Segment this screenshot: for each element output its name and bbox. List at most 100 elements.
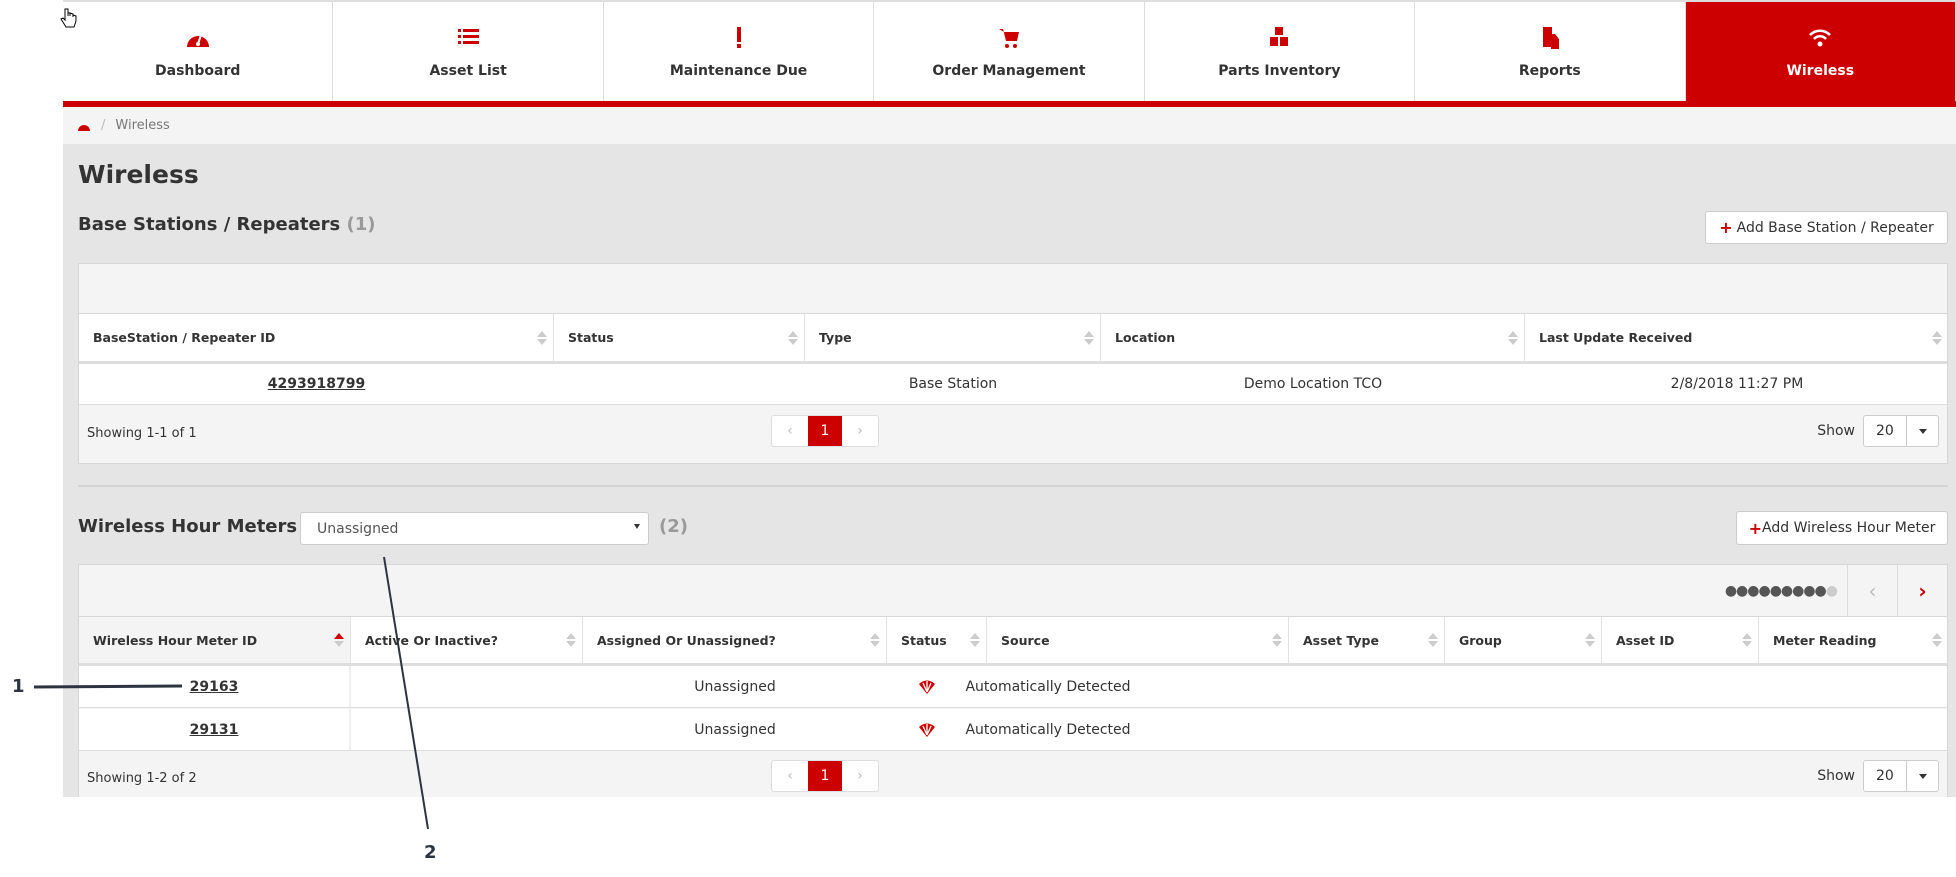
sort-icon[interactable] [970,633,980,647]
table-header: Wireless Hour Meter ID Active Or Inactive… [79,616,1949,666]
tab-reports[interactable]: Reports [1415,2,1686,101]
column-header[interactable]: Location [1101,314,1525,361]
table-cell [1759,666,1949,707]
table-cell [351,709,583,750]
dropdown-caret-icon [634,524,640,529]
table-cell [1602,709,1759,750]
prev-page-button[interactable]: ‹ [787,768,793,784]
next-page-button[interactable]: › [857,768,863,784]
column-page-dots-icon: ●●●●●●●●●● [1724,582,1838,599]
table-cell [1602,666,1759,707]
sort-icon[interactable] [1742,633,1752,647]
cell-value: Unassigned [694,721,776,738]
scroll-right-button[interactable]: › [1897,565,1947,616]
table-row: 29163 Unassigned Automatically Detected [79,666,1947,708]
table-cell: 2/8/2018 11:27 PM [1525,364,1949,404]
sort-icon[interactable] [1272,633,1282,647]
page-size-select[interactable]: 20 [1863,760,1939,792]
page-title: Wireless [78,160,199,189]
column-header[interactable]: Meter Reading [1759,617,1949,663]
caret-down-icon [1906,761,1938,791]
page-size-value: 20 [1876,768,1894,784]
cubes-icon [1270,26,1289,46]
assignment-filter-select[interactable]: Unassigned [300,512,649,545]
cell-value: Automatically Detected [965,678,1131,695]
column-header[interactable]: Active Or Inactive? [351,617,583,663]
tab-order-management[interactable]: Order Management [874,2,1145,101]
cell-value: Demo Location TCO [1243,376,1383,392]
column-header[interactable]: Source [987,617,1289,663]
pagination: ‹ 1 › [771,415,879,447]
plus-icon: + [1748,518,1763,538]
page-button[interactable]: 1 [808,761,842,791]
tab-dashboard[interactable]: Dashboard [63,2,334,101]
tab-maintenance-due[interactable]: Maintenance Due [603,2,875,101]
table-cell[interactable]: 29131 [79,709,351,750]
id-link[interactable]: 4293918799 [267,376,366,392]
caret-down-icon [1906,416,1938,446]
cell-value: 2/8/2018 11:27 PM [1670,376,1804,392]
column-header[interactable]: Status [887,617,987,663]
sort-icon[interactable] [1932,633,1942,647]
home-dashboard-icon[interactable] [77,120,91,132]
sort-icon[interactable] [334,633,344,647]
scroll-left-button[interactable]: ‹ [1847,565,1897,616]
button-label: Add Wireless Hour Meter [1762,520,1936,536]
column-header[interactable]: Asset ID [1602,617,1759,663]
tab-parts-inventory[interactable]: Parts Inventory [1144,2,1416,101]
document-icon [1542,26,1559,49]
annotation-label-1: 1 [12,676,25,697]
column-header[interactable]: Status [554,314,805,361]
column-header[interactable]: Last Update Received [1525,314,1949,361]
page-size-control: Show 20 [1817,760,1939,792]
sort-icon[interactable] [870,633,880,647]
column-header[interactable]: Wireless Hour Meter ID [79,617,351,663]
page-size-value: 20 [1876,423,1894,439]
sort-icon[interactable] [566,633,576,647]
filter-value: Unassigned [317,520,399,537]
column-header[interactable]: BaseStation / Repeater ID [79,314,554,361]
column-label: Group [1459,632,1502,648]
tab-label: Asset List [429,62,507,79]
column-label: Status [568,330,614,345]
breadcrumb-current: Wireless [115,118,170,133]
column-label: Asset Type [1303,632,1379,648]
tab-label: Parts Inventory [1218,62,1341,79]
table-cell[interactable]: 29163 [79,666,351,707]
prev-page-button[interactable]: ‹ [787,423,793,439]
sort-icon[interactable] [1932,330,1942,345]
next-page-button[interactable]: › [857,423,863,439]
tab-label: Wireless [1786,62,1855,79]
hour-meters-table: Wireless Hour Meter ID Active Or Inactive… [78,564,1949,797]
page-button[interactable]: 1 [808,416,842,446]
sort-icon[interactable] [1585,633,1595,647]
wifi-icon [1809,29,1832,46]
id-link[interactable]: 29163 [189,678,239,695]
add-wireless-hour-meter-button[interactable]: + Add Wireless Hour Meter [1736,511,1948,545]
hour-meters-heading: Wireless Hour Meters [78,516,298,537]
tab-wireless[interactable]: Wireless [1685,2,1956,101]
sort-icon[interactable] [788,330,798,345]
page-size-select[interactable]: 20 [1863,415,1939,447]
column-header[interactable]: Group [1445,617,1602,663]
breadcrumb-separator: / [101,118,106,133]
id-link[interactable]: 29131 [189,721,239,738]
column-label: Assigned Or Unassigned? [597,632,776,648]
sort-icon[interactable] [1428,633,1438,647]
add-base-station-button[interactable]: + Add Base Station / Repeater [1705,211,1948,244]
cart-icon [998,28,1019,48]
table-cell [1289,666,1445,707]
tab-label: Dashboard [155,62,241,79]
column-header[interactable]: Type [805,314,1101,361]
sort-icon[interactable] [537,330,547,345]
sort-icon[interactable] [1084,330,1094,345]
show-label: Show [1817,768,1855,784]
table-cell: Base Station [805,364,1101,404]
column-header[interactable]: Asset Type [1289,617,1445,663]
tab-asset-list[interactable]: Asset List [333,2,604,101]
sort-icon[interactable] [1508,330,1518,345]
table-cell[interactable]: 4293918799 [79,364,554,404]
base-stations-table: BaseStation / Repeater ID Status Type Locat… [78,263,1949,464]
table-cell: Automatically Detected [897,666,1199,707]
column-header[interactable]: Assigned Or Unassigned? [583,617,887,663]
